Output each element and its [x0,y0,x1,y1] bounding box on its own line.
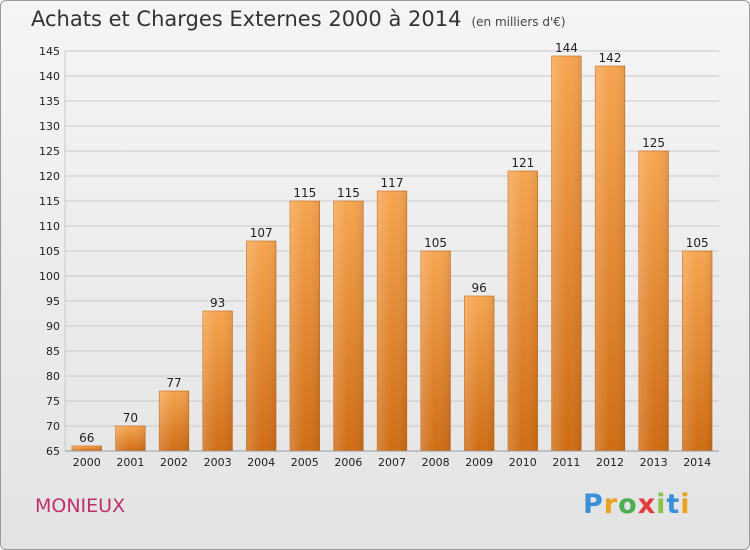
y-tick-label: 95 [46,295,60,308]
bar-shine [377,191,407,451]
data-label: 96 [472,281,487,295]
y-tick-label: 110 [39,220,60,233]
commune-name: MONIEUX [35,495,126,517]
y-tick-label: 125 [39,145,60,158]
bar-shine [289,201,320,451]
x-tick-label: 2009 [465,456,493,469]
bar-shine [115,426,146,451]
x-tick-label: 2011 [552,456,580,469]
x-tick-label: 2008 [422,456,450,469]
data-label: 142 [599,51,622,65]
logo-letter: r [603,489,619,520]
y-tick-label: 100 [39,270,60,283]
data-label: 121 [511,156,534,170]
logo-letter: P [583,489,604,520]
y-tick-label: 120 [39,170,60,183]
y-tick-label: 140 [39,70,60,83]
x-tick-label: 2013 [640,456,668,469]
bar-shine [595,66,625,451]
chart-title-block: Achats et Charges Externes 2000 à 2014 (e… [31,7,566,31]
data-label: 77 [166,376,181,390]
chart-title: Achats et Charges Externes 2000 à 2014 [31,7,462,31]
data-label: 105 [686,236,709,250]
y-tick-label: 65 [46,445,60,458]
logo-letter: t [666,489,681,520]
proxiti-logo[interactable]: Proxiti [583,489,691,520]
x-tick-label: 2000 [73,456,101,469]
x-tick-label: 2003 [204,456,232,469]
y-tick-label: 90 [46,320,60,333]
bar-shine [464,296,495,451]
y-tick-label: 80 [46,370,60,383]
logo-letter: o [618,489,638,520]
data-label: 93 [210,296,225,310]
bar-shine [507,171,538,451]
bar-shine [638,151,669,451]
y-tick-label: 75 [46,395,60,408]
bar-shine [682,251,713,451]
logo-letter: x [637,489,657,520]
data-label: 70 [123,411,138,425]
y-tick-label: 145 [39,45,60,58]
bar-shine [159,391,189,451]
x-tick-label: 2006 [334,456,362,469]
y-tick-label: 70 [46,420,60,433]
bar-shine [71,446,102,451]
bar-shine [420,251,451,451]
logo-letter: i [656,489,667,520]
data-label: 117 [381,176,404,190]
bar-shine [202,311,233,451]
y-tick-label: 85 [46,345,60,358]
y-tick-label: 105 [39,245,60,258]
x-tick-label: 2012 [596,456,624,469]
y-tick-label: 115 [39,195,60,208]
data-label: 107 [250,226,273,240]
data-label: 105 [424,236,447,250]
bar-shine [333,201,364,451]
data-label: 115 [337,186,360,200]
data-label: 115 [293,186,316,200]
x-tick-label: 2001 [116,456,144,469]
data-label: 125 [642,136,665,150]
bar-shine [246,241,277,451]
data-label: 144 [555,41,578,55]
x-tick-label: 2010 [509,456,537,469]
y-tick-label: 130 [39,120,60,133]
data-label: 66 [79,431,94,445]
logo-letter: i [680,489,691,520]
chart-subtitle: (en milliers d'€) [471,15,566,29]
x-tick-label: 2002 [160,456,188,469]
y-tick-label: 135 [39,95,60,108]
x-tick-label: 2014 [683,456,711,469]
x-tick-label: 2007 [378,456,406,469]
bar-shine [551,56,582,451]
x-tick-label: 2004 [247,456,275,469]
x-tick-label: 2005 [291,456,319,469]
